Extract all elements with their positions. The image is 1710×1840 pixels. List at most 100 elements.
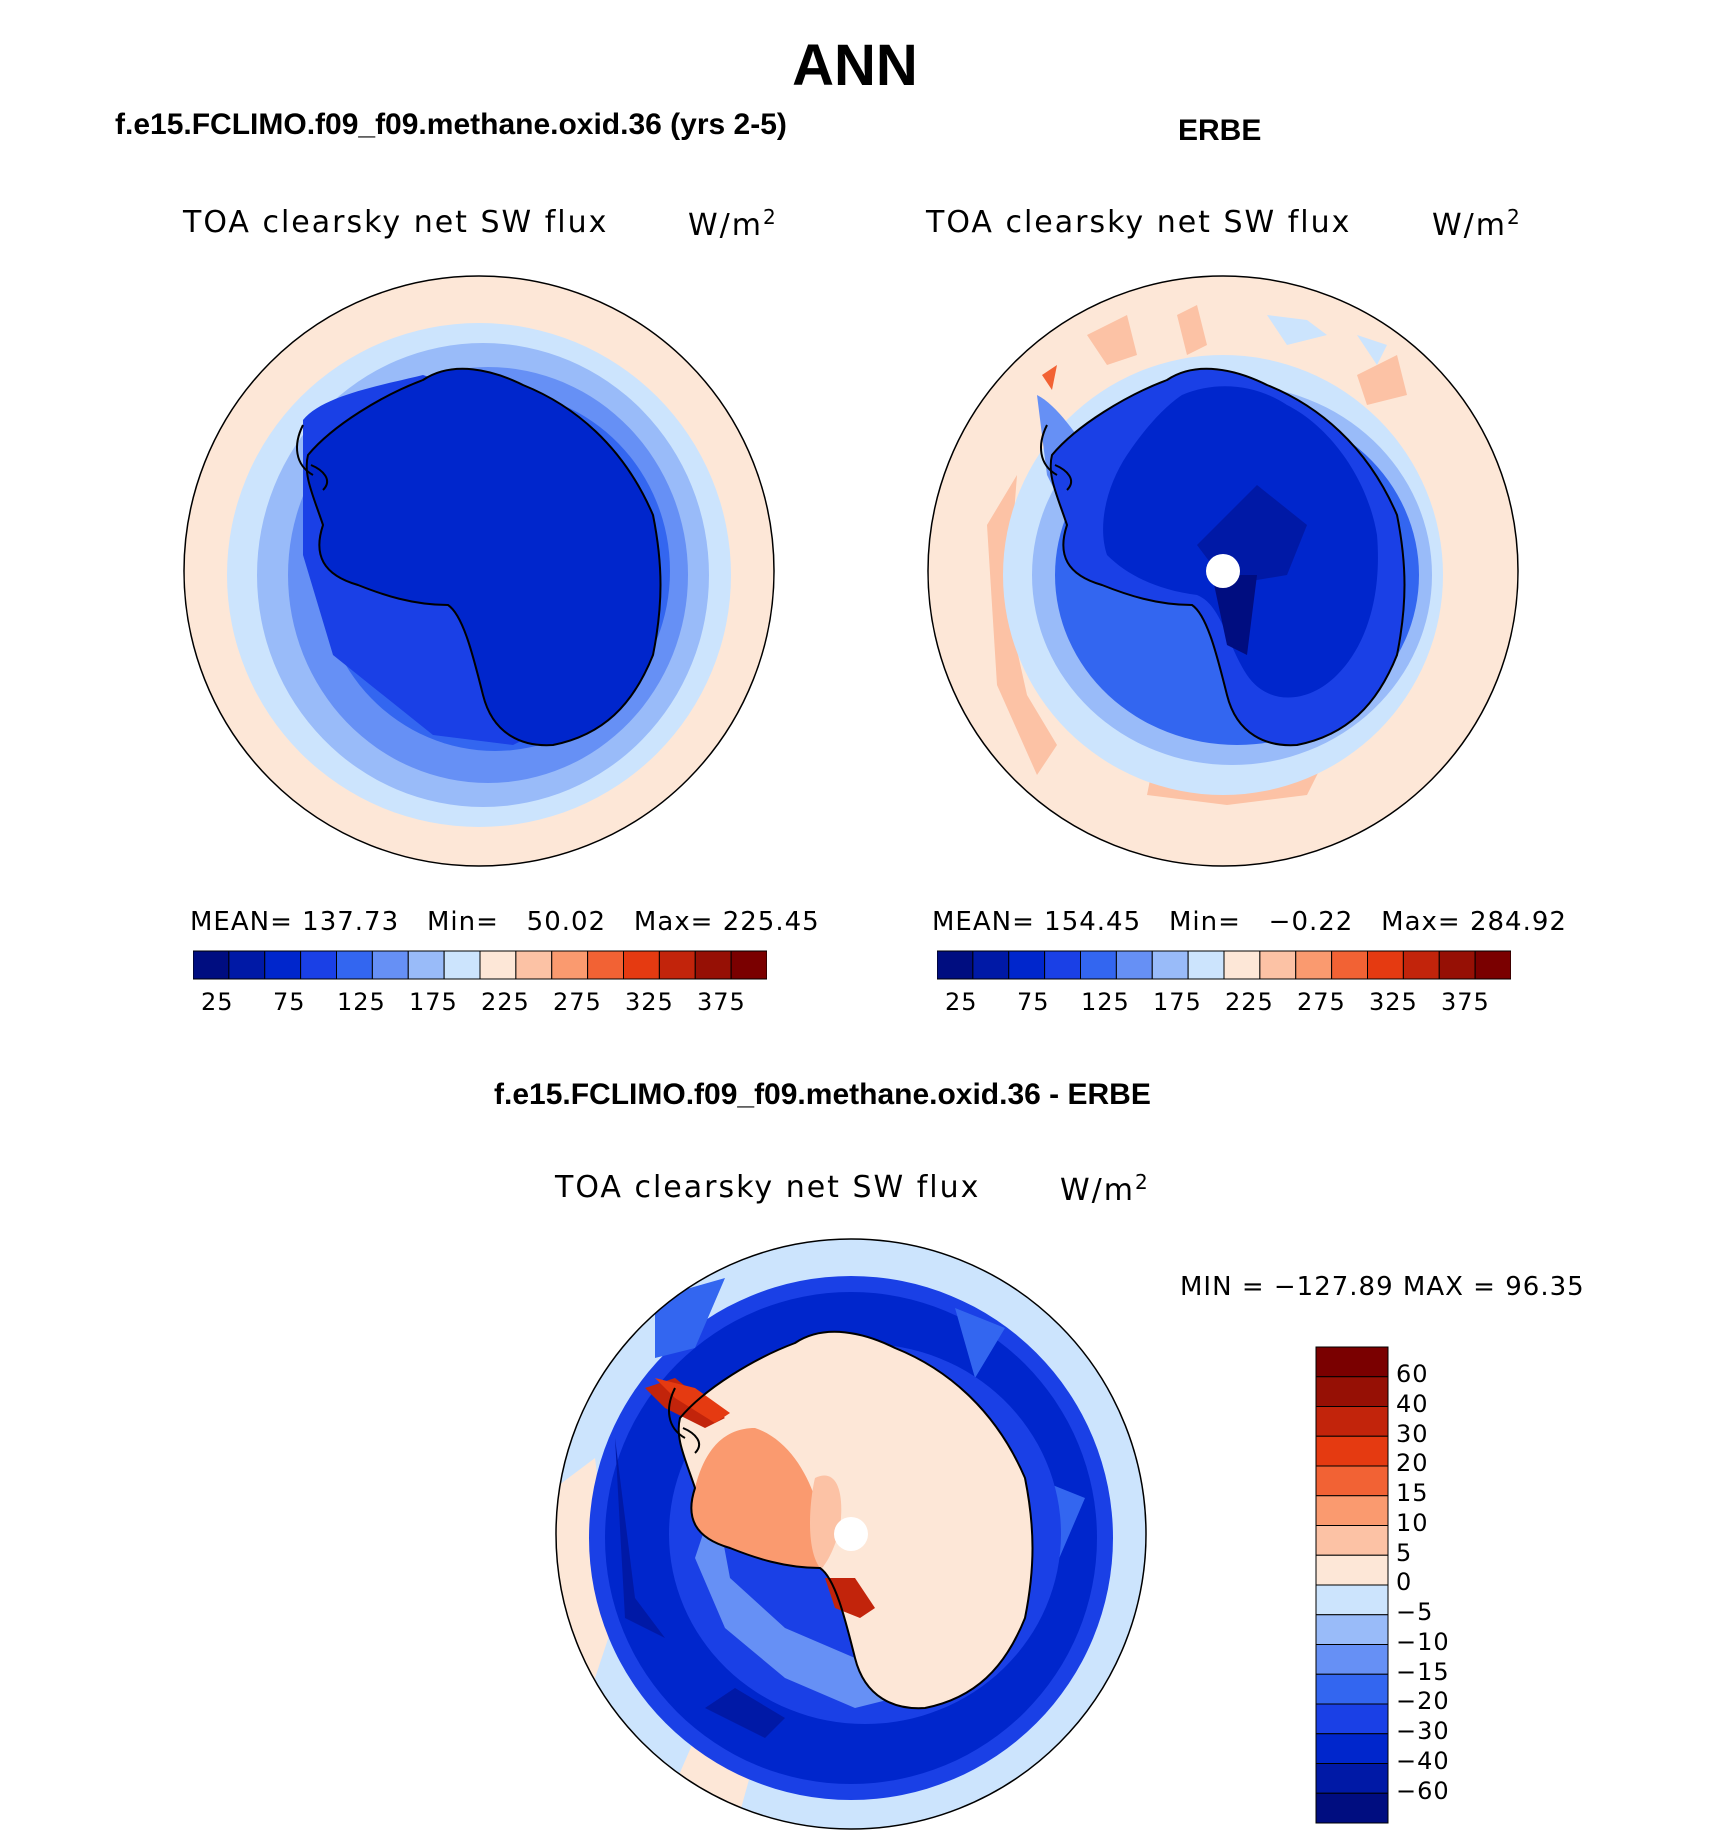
colorbar-swatch xyxy=(1315,1525,1389,1556)
colorbar-swatch xyxy=(1438,950,1476,980)
colorbar-swatch xyxy=(1080,950,1117,980)
colorbar-tick: 10 xyxy=(1396,1508,1429,1537)
colorbar-swatch xyxy=(479,950,517,980)
colorbar-swatch xyxy=(1315,1376,1389,1407)
colorbar-tick: 275 xyxy=(1297,988,1346,1016)
colorbar-swatch xyxy=(1187,950,1225,980)
colorbar-tick: 60 xyxy=(1396,1360,1429,1388)
colorbar-swatch xyxy=(587,950,624,980)
model-variable-label: TOA clearsky net SW flux xyxy=(183,205,609,240)
colorbar-swatch xyxy=(407,950,445,980)
colorbar-tick: 25 xyxy=(945,988,978,1016)
colorbar-swatch xyxy=(937,950,974,980)
colorbar-swatch xyxy=(1115,950,1153,980)
colorbar-swatch xyxy=(1223,950,1261,980)
colorbar-tick: 5 xyxy=(1396,1538,1413,1567)
colorbar-tick: 75 xyxy=(1017,988,1050,1016)
colorbar-swatch xyxy=(1315,1644,1389,1675)
colorbar-swatch xyxy=(623,950,660,980)
colorbar-swatch xyxy=(551,950,589,980)
colorbar-swatch xyxy=(336,950,373,980)
model-polar-map xyxy=(183,275,775,867)
colorbar-swatch xyxy=(515,950,553,980)
colorbar-swatch xyxy=(1367,950,1404,980)
colorbar-tick: 325 xyxy=(1369,988,1418,1016)
colorbar-swatch xyxy=(1315,1346,1389,1378)
colorbar-swatch xyxy=(1315,1584,1389,1616)
colorbar-swatch xyxy=(1315,1733,1389,1764)
diff-units-label: W/m2 xyxy=(1060,1170,1150,1208)
colorbar-swatch xyxy=(1315,1763,1389,1794)
colorbar-tick: 375 xyxy=(697,988,746,1016)
colorbar-swatch xyxy=(1315,1406,1389,1437)
colorbar-swatch xyxy=(658,950,696,980)
diff-colorbar xyxy=(1315,1346,1389,1824)
colorbar-tick: −15 xyxy=(1396,1657,1450,1686)
colorbar-tick: 20 xyxy=(1396,1449,1429,1478)
colorbar-swatch xyxy=(1295,950,1333,980)
colorbar-swatch xyxy=(1315,1614,1389,1645)
colorbar-swatch xyxy=(1331,950,1368,980)
colorbar-swatch xyxy=(193,950,230,980)
colorbar-tick: 0 xyxy=(1396,1568,1413,1597)
colorbar-swatch xyxy=(264,950,302,980)
model-stats: MEAN= 137.73 Min= 50.02 Max= 225.45 xyxy=(190,907,820,937)
colorbar-tick: 75 xyxy=(273,988,306,1016)
obs-case-title: ERBE xyxy=(1178,114,1262,147)
colorbar-tick: 175 xyxy=(409,988,458,1016)
colorbar-swatch xyxy=(1315,1495,1389,1526)
colorbar-tick: −10 xyxy=(1396,1627,1450,1656)
colorbar-swatch xyxy=(300,950,337,980)
colorbar-tick: −30 xyxy=(1396,1717,1450,1745)
obs-colorbar-ticks: 25 75 125 175 225 275 325 375 xyxy=(937,988,1511,1018)
colorbar-swatch xyxy=(1474,950,1511,980)
colorbar-tick: −40 xyxy=(1396,1746,1450,1775)
colorbar-swatch xyxy=(1008,950,1046,980)
colorbar-tick: 275 xyxy=(553,988,602,1016)
colorbar-swatch xyxy=(228,950,266,980)
colorbar-swatch xyxy=(694,950,732,980)
diff-case-title: f.e15.FCLIMO.f09_f09.methane.oxid.36 - E… xyxy=(494,1078,1151,1111)
colorbar-swatch xyxy=(1315,1703,1389,1735)
colorbar-swatch xyxy=(1315,1554,1389,1586)
colorbar-tick: 225 xyxy=(481,988,530,1016)
figure-title: ANN xyxy=(792,33,918,98)
colorbar-swatch xyxy=(1402,950,1440,980)
colorbar-tick: 40 xyxy=(1396,1389,1429,1418)
colorbar-swatch xyxy=(972,950,1010,980)
colorbar-tick: 175 xyxy=(1153,988,1202,1016)
colorbar-tick: 375 xyxy=(1441,988,1490,1016)
colorbar-tick: 125 xyxy=(1081,988,1130,1016)
colorbar-tick: 30 xyxy=(1396,1419,1429,1448)
diff-variable-label: TOA clearsky net SW flux xyxy=(555,1170,981,1205)
colorbar-tick: 25 xyxy=(201,988,234,1016)
diff-polar-map xyxy=(555,1238,1147,1830)
obs-units-label: W/m2 xyxy=(1432,205,1522,243)
obs-colorbar xyxy=(937,950,1511,980)
colorbar-swatch xyxy=(1259,950,1297,980)
colorbar-tick: 15 xyxy=(1396,1479,1429,1507)
obs-stats: MEAN= 154.45 Min= −0.22 Max= 284.92 xyxy=(932,907,1567,937)
diff-colorbar-ticks: 60 40 30 20 15 10 5 0 −5 −10 −15 −20 −30 −40 −60 xyxy=(1396,1360,1486,1820)
colorbar-swatch xyxy=(1315,1673,1389,1705)
model-units-label: W/m2 xyxy=(688,205,778,243)
diff-minmax: MIN = −127.89 MAX = 96.35 xyxy=(1180,1272,1585,1302)
colorbar-tick: −60 xyxy=(1396,1776,1450,1805)
colorbar-tick: −20 xyxy=(1396,1687,1450,1716)
model-colorbar xyxy=(193,950,767,980)
colorbar-swatch xyxy=(443,950,481,980)
colorbar-tick: 225 xyxy=(1225,988,1274,1016)
colorbar-tick: 125 xyxy=(337,988,386,1016)
colorbar-swatch xyxy=(1315,1792,1389,1824)
colorbar-swatch xyxy=(1315,1465,1389,1497)
colorbar-swatch xyxy=(1044,950,1081,980)
model-colorbar-ticks: 25 75 125 175 225 275 325 375 xyxy=(193,988,767,1018)
obs-polar-map xyxy=(927,275,1519,867)
colorbar-tick: −5 xyxy=(1396,1598,1434,1626)
model-case-title: f.e15.FCLIMO.f09_f09.methane.oxid.36 (yr… xyxy=(115,108,787,141)
colorbar-swatch xyxy=(1315,1435,1389,1467)
colorbar-swatch xyxy=(1151,950,1189,980)
obs-variable-label: TOA clearsky net SW flux xyxy=(926,205,1352,240)
colorbar-tick: 325 xyxy=(625,988,674,1016)
colorbar-swatch xyxy=(371,950,409,980)
